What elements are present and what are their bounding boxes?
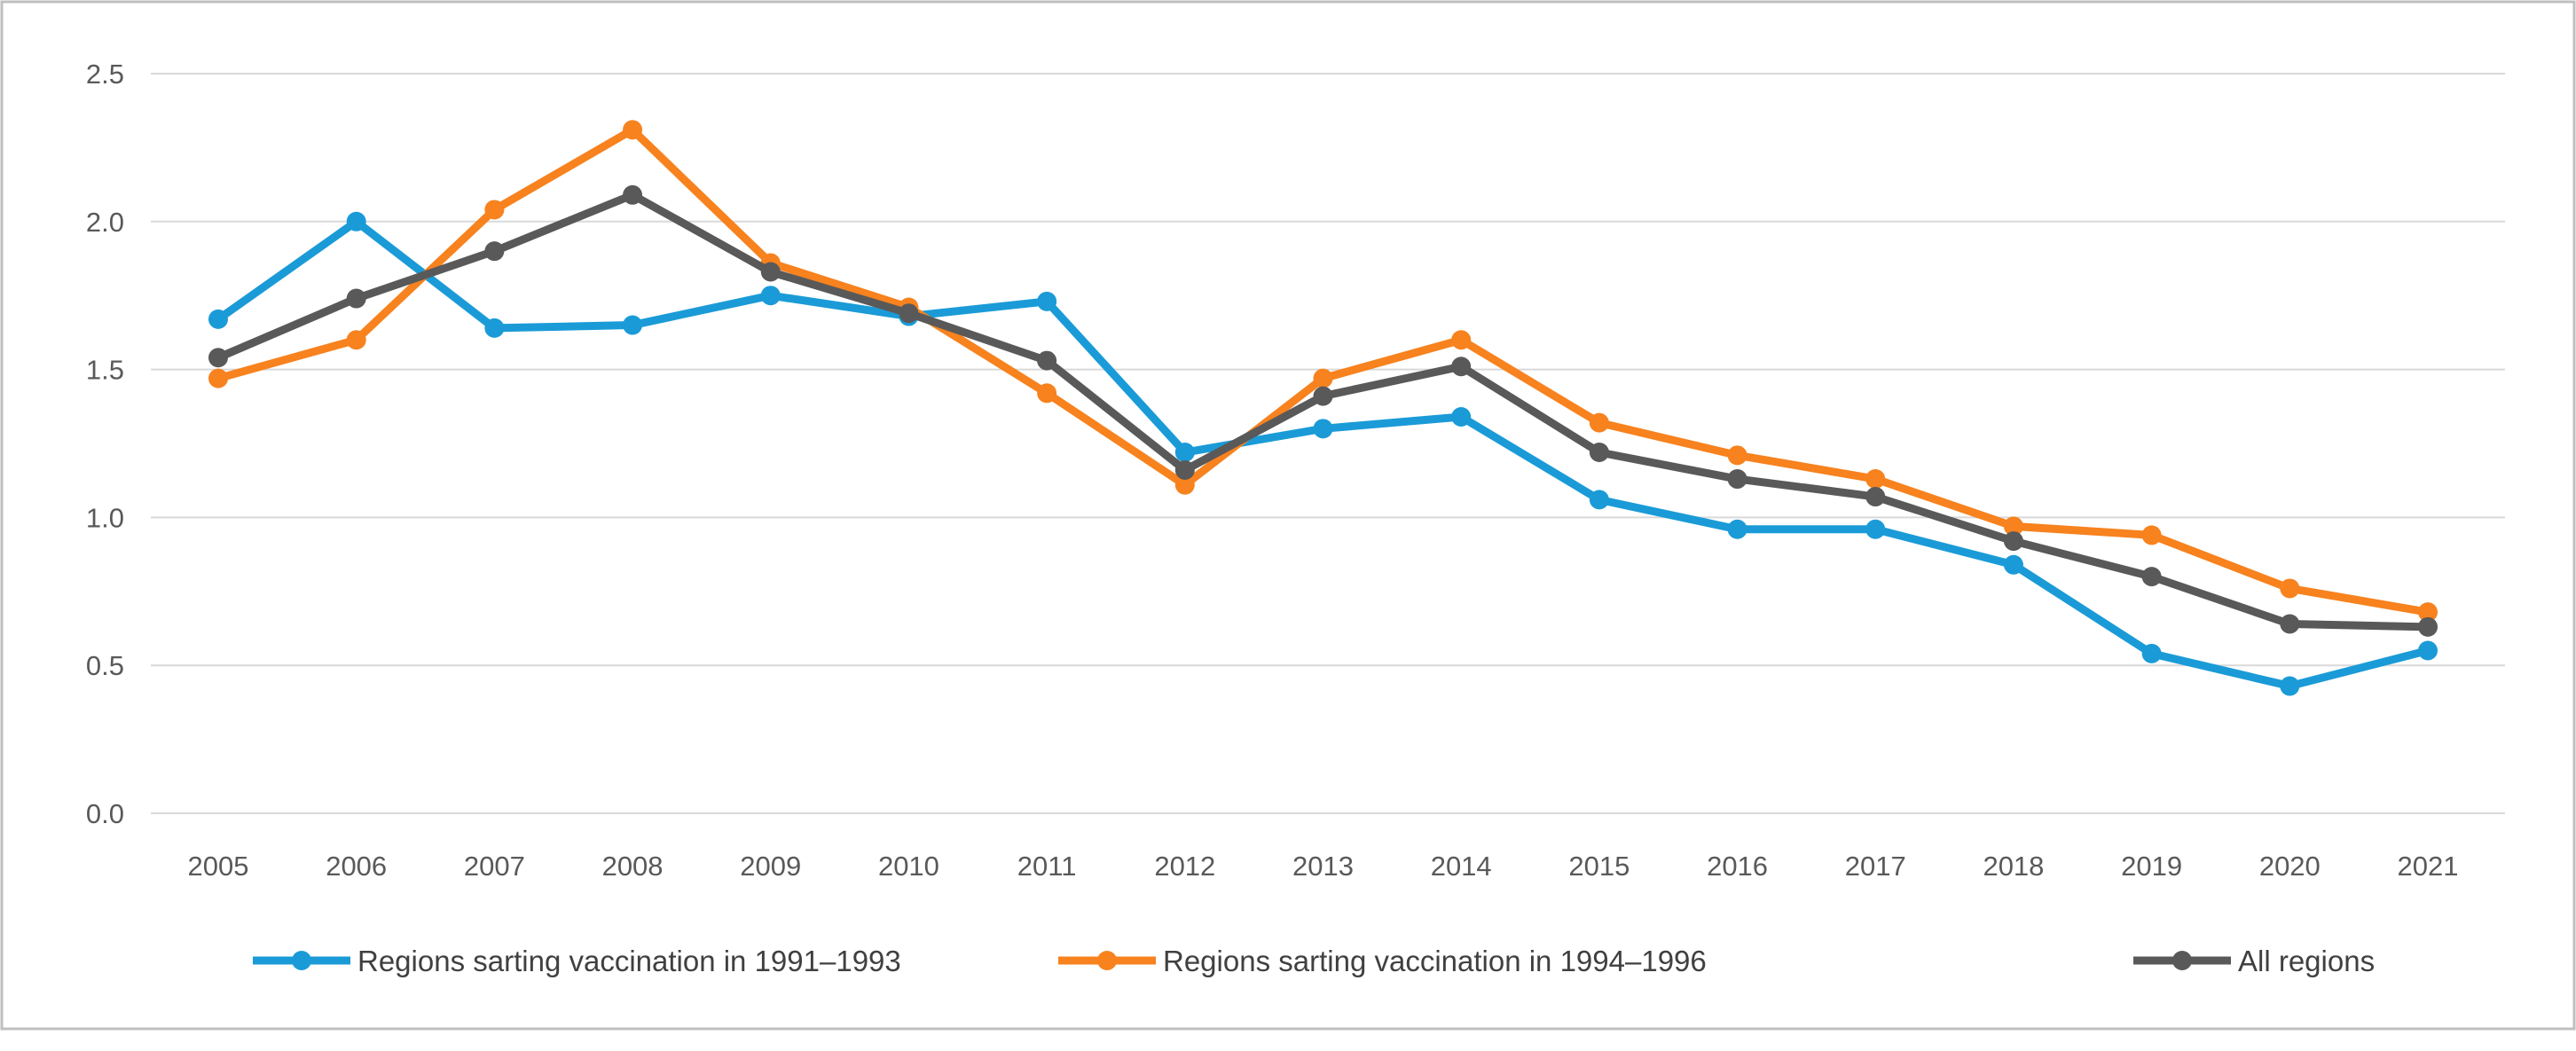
x-tick-label: 2011 [1017, 851, 1077, 882]
data-point [2003, 531, 2023, 552]
x-tick-label: 2018 [1983, 851, 2044, 882]
data-point [2418, 640, 2438, 661]
data-point [2003, 516, 2023, 537]
legend-label: Regions sarting vaccination in 1994–1996 [1163, 945, 1707, 977]
data-point [346, 288, 366, 309]
data-point [1313, 419, 1333, 439]
data-point [2003, 554, 2023, 575]
data-point [2141, 525, 2162, 545]
data-point [346, 211, 366, 231]
data-point [1037, 291, 1057, 311]
x-tick-label: 2019 [2121, 851, 2182, 882]
y-tick-label: 1.0 [86, 502, 124, 533]
x-tick-label: 2007 [464, 851, 525, 882]
legend-label: All regions [2238, 945, 2375, 977]
data-point [2280, 676, 2300, 696]
data-point [1037, 383, 1057, 404]
x-tick-label: 2012 [1154, 851, 1215, 882]
series-0 [208, 211, 2438, 696]
data-point [208, 368, 228, 388]
data-point [1037, 350, 1057, 371]
x-tick-label: 2005 [188, 851, 249, 882]
data-point [1865, 469, 1886, 490]
data-point [1727, 519, 1747, 539]
data-point [1174, 443, 1195, 463]
legend-item-1: Regions sarting vaccination in 1994–1996 [1058, 945, 1707, 977]
data-point [1451, 330, 1472, 350]
data-point [623, 120, 643, 140]
data-point [1589, 412, 1609, 433]
x-tick-label: 2015 [1568, 851, 1630, 882]
x-tick-label: 2013 [1292, 851, 1354, 882]
data-point [1451, 357, 1472, 377]
x-tick-label: 2008 [602, 851, 664, 882]
data-point [2418, 616, 2438, 637]
data-point [1589, 443, 1609, 463]
y-tick-label: 2.0 [86, 207, 124, 238]
data-point [1865, 519, 1886, 539]
data-point [1451, 406, 1472, 427]
x-tick-label: 2010 [878, 851, 939, 882]
data-point [208, 309, 228, 329]
y-tick-label: 0.5 [86, 650, 124, 681]
data-point [1313, 368, 1333, 388]
data-point [760, 286, 781, 306]
x-tick-label: 2006 [326, 851, 387, 882]
data-point [623, 184, 643, 205]
series-2 [208, 184, 2438, 637]
data-point [484, 200, 505, 220]
legend-marker [2172, 951, 2192, 970]
data-point [2141, 643, 2162, 663]
data-point [1589, 490, 1609, 510]
data-point [1174, 475, 1195, 495]
x-tick-label: 2020 [2259, 851, 2321, 882]
data-point [1174, 460, 1195, 481]
data-point [2280, 578, 2300, 599]
data-point [1865, 487, 1886, 507]
data-point [899, 303, 919, 324]
x-tick-label: 2014 [1431, 851, 1492, 882]
legend-item-0: Regions sarting vaccination in 1991–1993 [253, 945, 901, 977]
data-point [1313, 386, 1333, 406]
legend-marker [1097, 951, 1117, 970]
x-tick-label: 2009 [740, 851, 801, 882]
data-point [1727, 469, 1747, 490]
x-tick-label: 2017 [1845, 851, 1906, 882]
data-point [484, 318, 505, 338]
legend-marker [292, 951, 311, 970]
data-point [623, 315, 643, 335]
data-point [1727, 445, 1747, 466]
data-point [2141, 567, 2162, 587]
legend-item-2: All regions [2133, 945, 2375, 977]
data-point [346, 330, 366, 350]
x-tick-label: 2016 [1707, 851, 1768, 882]
x-tick-label: 2021 [2398, 851, 2459, 882]
data-point [2280, 614, 2300, 634]
data-point [760, 262, 781, 282]
data-point [208, 348, 228, 368]
y-tick-label: 1.5 [86, 355, 124, 386]
y-tick-label: 2.5 [86, 59, 124, 90]
legend-label: Regions sarting vaccination in 1991–1993 [357, 945, 901, 977]
data-point [484, 241, 505, 262]
y-tick-label: 0.0 [86, 798, 124, 829]
data-point [2418, 602, 2438, 623]
